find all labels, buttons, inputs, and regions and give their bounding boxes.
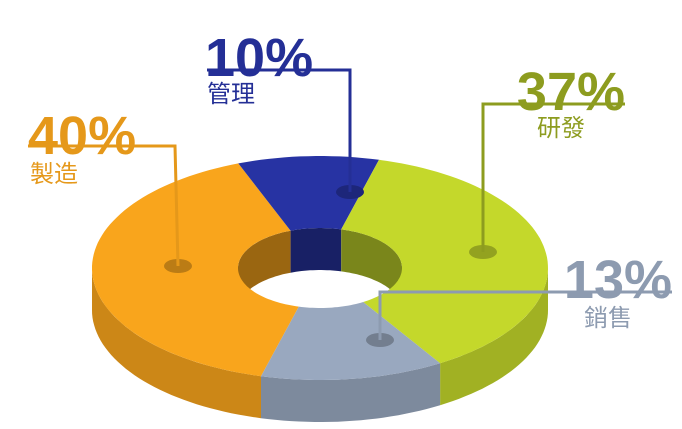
category-label: 銷售 bbox=[584, 304, 632, 332]
value-label: 40% bbox=[28, 106, 136, 166]
slice-outer-wall bbox=[92, 268, 261, 419]
leader-line bbox=[207, 68, 352, 192]
category-label: 研發 bbox=[537, 114, 585, 142]
slice-inner-wall bbox=[238, 230, 291, 310]
slice bbox=[261, 302, 441, 380]
value-label: 10% bbox=[205, 28, 313, 88]
leader-line bbox=[28, 144, 180, 267]
slice bbox=[92, 163, 299, 377]
slice-outer-wall bbox=[440, 268, 548, 406]
value-label: 13% bbox=[564, 250, 672, 310]
leader-line bbox=[481, 102, 625, 252]
value-label: 37% bbox=[517, 62, 625, 122]
category-label: 管理 bbox=[207, 80, 255, 108]
slice-inner-wall bbox=[341, 229, 402, 310]
category-label: 製造 bbox=[30, 160, 78, 188]
slice-inner-wall bbox=[290, 228, 342, 273]
slice bbox=[238, 156, 379, 231]
leader-line bbox=[378, 290, 672, 340]
slice bbox=[341, 159, 548, 364]
slice-outer-wall bbox=[261, 363, 441, 422]
